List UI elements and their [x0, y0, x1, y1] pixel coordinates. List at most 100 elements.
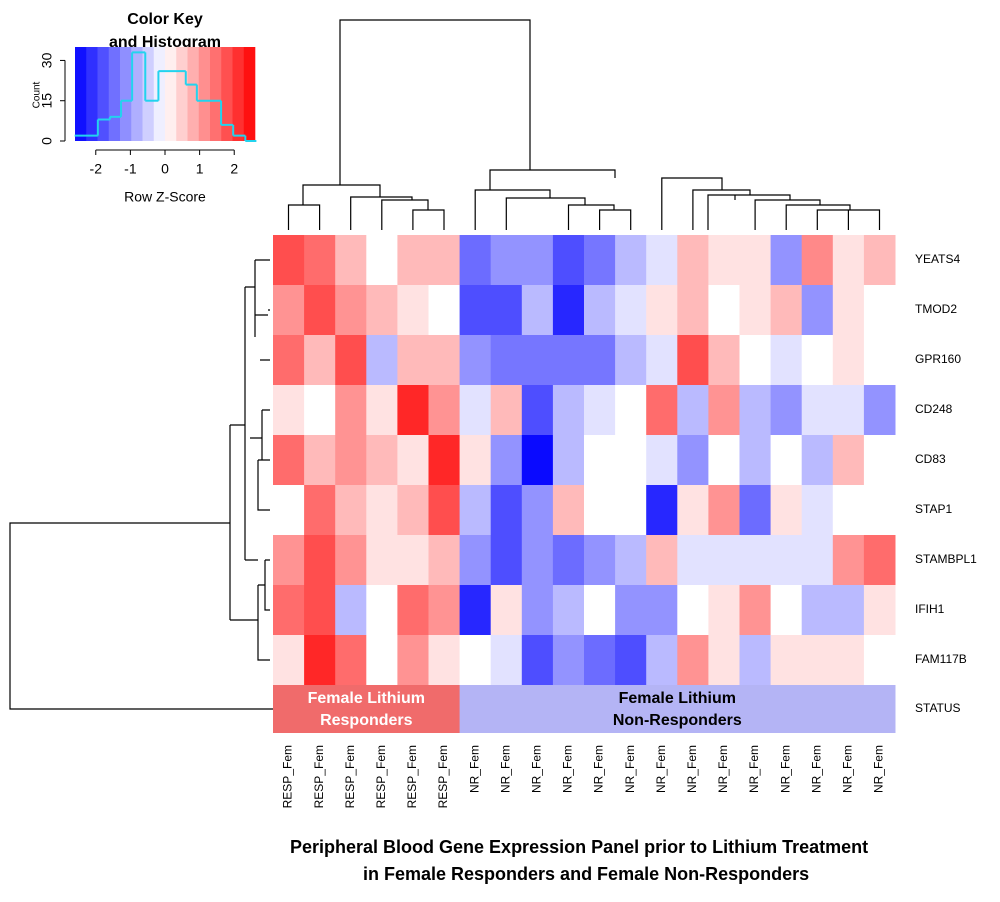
heatmap-cell [304, 335, 336, 386]
heatmap-cell [397, 285, 429, 336]
heatmap-cell [335, 235, 367, 286]
heatmap-cell [552, 335, 585, 386]
heatmap-cell [490, 485, 523, 536]
column-label: RESP_Fem [405, 745, 419, 808]
heatmap-cell [490, 635, 523, 686]
status-cell [397, 685, 429, 733]
heatmap-cell [428, 435, 461, 486]
heatmap-cell [863, 535, 896, 586]
heatmap-cell [615, 235, 647, 286]
heatmap-cell [552, 285, 585, 336]
status-cell [615, 685, 647, 733]
heatmap-cell [801, 435, 834, 486]
heatmap-cell [615, 385, 647, 436]
heatmap-cell [273, 585, 305, 636]
heatmap-cell [366, 635, 398, 686]
heatmap-cell [459, 285, 492, 336]
key-swatch [97, 47, 110, 141]
heatmap-cell [739, 585, 772, 636]
heatmap-cell [801, 285, 834, 336]
heatmap-cell [646, 285, 678, 336]
heatmap-cell [366, 235, 398, 286]
key-swatch [165, 47, 177, 141]
heatmap-cell [832, 635, 865, 686]
heatmap-cell [677, 335, 709, 386]
heatmap-cell [646, 335, 678, 386]
heatmap-cell [832, 285, 865, 336]
heatmap-cell [708, 485, 740, 536]
heatmap-cell [770, 485, 803, 536]
heatmap-cell [708, 385, 740, 436]
heatmap-cell [677, 635, 709, 686]
heatmap-cell [304, 285, 336, 336]
heatmap-cell [677, 535, 709, 586]
heatmap-cell [584, 635, 616, 686]
heatmap-cell [708, 535, 740, 586]
heatmap-cell [708, 435, 740, 486]
status-cell [801, 685, 834, 733]
heatmap-cell [708, 335, 740, 386]
heatmap-cell [770, 435, 803, 486]
key-swatch [198, 47, 211, 141]
heatmap-cell [646, 385, 678, 436]
heatmap-cell [615, 285, 647, 336]
column-label: NR_Fem [623, 745, 637, 793]
column-label: RESP_Fem [312, 745, 326, 808]
heatmap-cell [521, 335, 554, 386]
heatmap-cell [521, 585, 554, 636]
heatmap-cell [304, 385, 336, 436]
status-cell [459, 685, 492, 733]
heatmap-cell [832, 585, 865, 636]
heatmap-cell [615, 585, 647, 636]
row-label: GPR160 [915, 352, 961, 366]
heatmap-cell [335, 535, 367, 586]
heatmap-cell [677, 435, 709, 486]
heatmap-cell [739, 335, 772, 386]
key-swatch [108, 47, 121, 141]
chart-title: Peripheral Blood Gene Expression Panel p… [290, 837, 868, 857]
heatmap-cell [428, 535, 461, 586]
heatmap-cell [584, 485, 616, 536]
row-label: TMOD2 [915, 302, 957, 316]
heatmap-cell [584, 285, 616, 336]
heatmap-cell [273, 285, 305, 336]
heatmap-cell [708, 285, 740, 336]
key-swatch [142, 47, 155, 141]
heatmap-cell [801, 335, 834, 386]
heatmap-cell [584, 585, 616, 636]
heatmap-cell [273, 435, 305, 486]
key-x-tick-label: 0 [161, 161, 169, 177]
heatmap-cell [397, 435, 429, 486]
key-swatch [120, 47, 132, 141]
key-title: Color Key [127, 11, 203, 28]
column-label: NR_Fem [841, 745, 855, 793]
heatmap-cell [273, 385, 305, 436]
heatmap-cell [366, 485, 398, 536]
status-cell [273, 685, 305, 733]
heatmap-cell [335, 435, 367, 486]
column-label: NR_Fem [498, 745, 512, 793]
heatmap-cell [335, 285, 367, 336]
heatmap-cell [490, 235, 523, 286]
heatmap-cell [335, 385, 367, 436]
heatmap-cell [552, 235, 585, 286]
heatmap-cell [770, 235, 803, 286]
column-label: NR_Fem [778, 745, 792, 793]
heatmap-cell [304, 635, 336, 686]
heatmap-cell [397, 335, 429, 386]
status-row-label: STATUS [915, 701, 961, 715]
heatmap-cell [490, 385, 523, 436]
key-x-tick-label: -2 [90, 161, 103, 177]
status-cell [646, 685, 678, 733]
row-label: STAP1 [915, 502, 952, 516]
key-x-tick-label: -1 [124, 161, 137, 177]
heatmap-cell [863, 335, 896, 386]
heatmap-cell [863, 285, 896, 336]
heatmap-cell [770, 335, 803, 386]
status-group-label: Responders [320, 712, 413, 729]
heatmap-cell [304, 435, 336, 486]
heatmap-cell [428, 385, 461, 436]
column-label: RESP_Fem [436, 745, 450, 808]
heatmap-cell [428, 335, 461, 386]
